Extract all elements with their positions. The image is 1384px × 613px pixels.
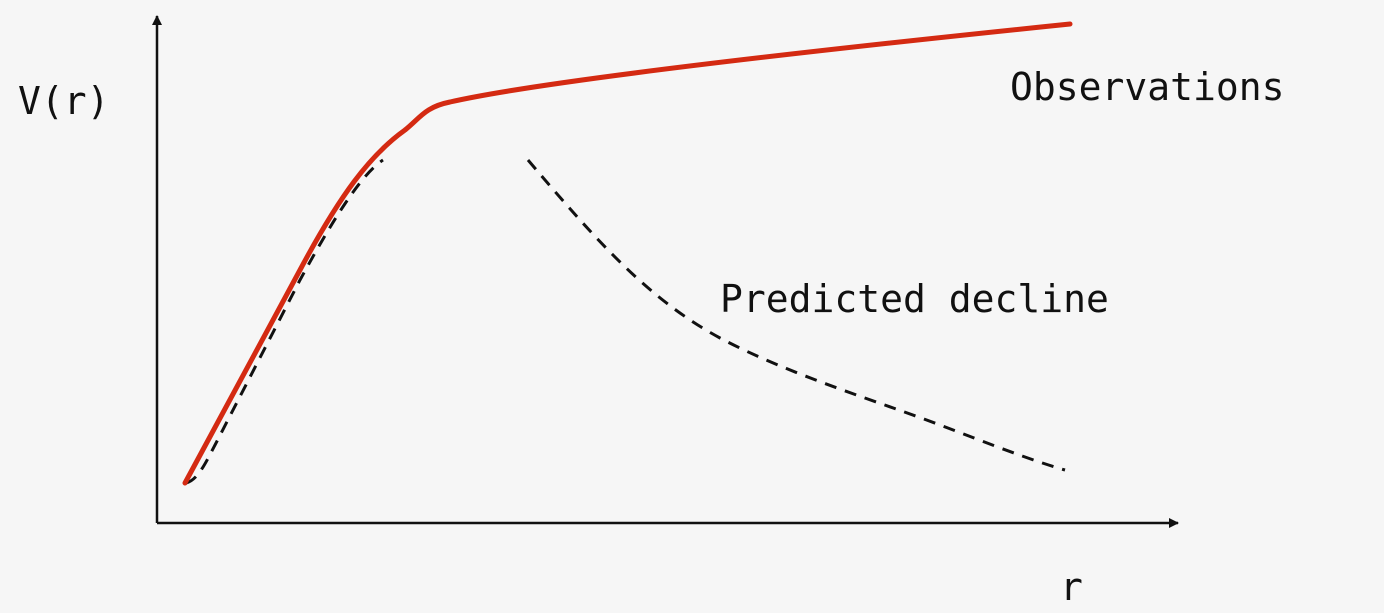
predicted-decline-curve [526, 159, 1066, 472]
observed-curve [182, 21, 1073, 486]
predicted-inner-curve [185, 158, 384, 485]
predicted-decline-label: Predicted decline [720, 277, 1109, 321]
y-axis-label: V(r) [18, 79, 110, 123]
observations-label: Observations [1010, 65, 1285, 109]
x-axis-label: r [1060, 565, 1083, 609]
